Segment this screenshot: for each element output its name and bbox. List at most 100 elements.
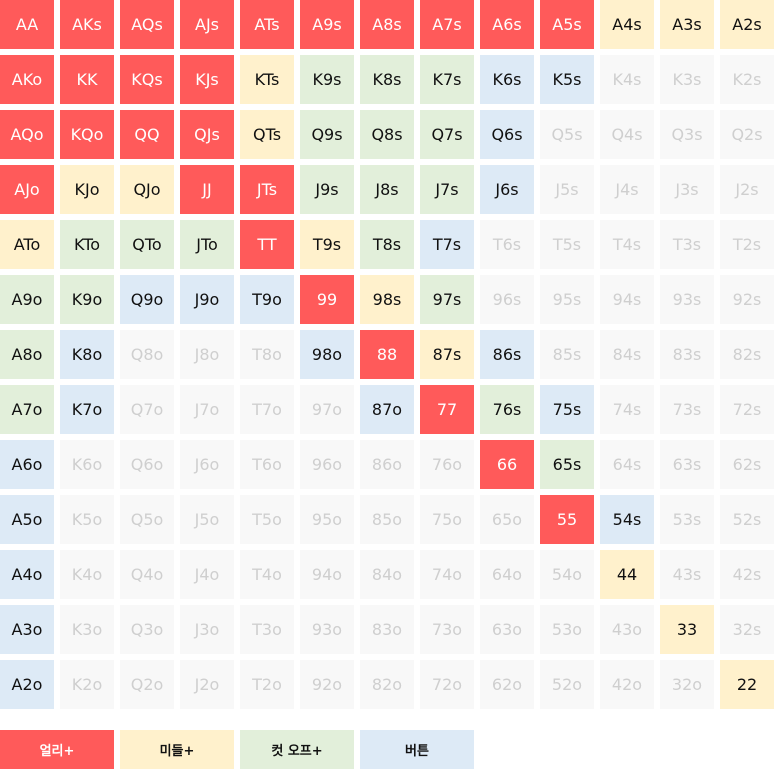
hand-cell[interactable]: 88	[360, 330, 414, 379]
hand-cell[interactable]: J7s	[420, 165, 474, 214]
hand-cell[interactable]: Q7o	[120, 385, 174, 434]
hand-cell[interactable]: T4s	[600, 220, 654, 269]
hand-cell[interactable]: TT	[240, 220, 294, 269]
hand-cell[interactable]: A4o	[0, 550, 54, 599]
hand-cell[interactable]: K8o	[60, 330, 114, 379]
hand-cell[interactable]: T2s	[720, 220, 774, 269]
hand-cell[interactable]: 52o	[540, 660, 594, 709]
hand-cell[interactable]: 98o	[300, 330, 354, 379]
hand-cell[interactable]: AKs	[60, 0, 114, 49]
hand-cell[interactable]: 43s	[660, 550, 714, 599]
hand-cell[interactable]: Q5s	[540, 110, 594, 159]
hand-cell[interactable]: 93o	[300, 605, 354, 654]
hand-cell[interactable]: T4o	[240, 550, 294, 599]
hand-cell[interactable]: K6o	[60, 440, 114, 489]
hand-cell[interactable]: 62s	[720, 440, 774, 489]
hand-cell[interactable]: A8s	[360, 0, 414, 49]
hand-cell[interactable]: K6s	[480, 55, 534, 104]
hand-cell[interactable]: 74o	[420, 550, 474, 599]
hand-cell[interactable]: 33	[660, 605, 714, 654]
hand-cell[interactable]: AQs	[120, 0, 174, 49]
hand-cell[interactable]: AJs	[180, 0, 234, 49]
hand-cell[interactable]: 97s	[420, 275, 474, 324]
hand-cell[interactable]: K3o	[60, 605, 114, 654]
hand-cell[interactable]: 65o	[480, 495, 534, 544]
hand-cell[interactable]: J6o	[180, 440, 234, 489]
hand-cell[interactable]: T9o	[240, 275, 294, 324]
hand-cell[interactable]: 95o	[300, 495, 354, 544]
hand-cell[interactable]: 96o	[300, 440, 354, 489]
hand-cell[interactable]: K3s	[660, 55, 714, 104]
hand-cell[interactable]: 84o	[360, 550, 414, 599]
hand-cell[interactable]: K7s	[420, 55, 474, 104]
hand-cell[interactable]: KQs	[120, 55, 174, 104]
hand-cell[interactable]: J9s	[300, 165, 354, 214]
hand-cell[interactable]: T3s	[660, 220, 714, 269]
hand-cell[interactable]: 54s	[600, 495, 654, 544]
hand-cell[interactable]: 55	[540, 495, 594, 544]
hand-cell[interactable]: 64s	[600, 440, 654, 489]
hand-cell[interactable]: ATs	[240, 0, 294, 49]
hand-cell[interactable]: J6s	[480, 165, 534, 214]
hand-cell[interactable]: 76s	[480, 385, 534, 434]
hand-cell[interactable]: A2o	[0, 660, 54, 709]
hand-cell[interactable]: 77	[420, 385, 474, 434]
hand-cell[interactable]: 53s	[660, 495, 714, 544]
hand-cell[interactable]: K2o	[60, 660, 114, 709]
hand-cell[interactable]: Q8o	[120, 330, 174, 379]
hand-cell[interactable]: T6s	[480, 220, 534, 269]
hand-cell[interactable]: 72o	[420, 660, 474, 709]
hand-cell[interactable]: Q9s	[300, 110, 354, 159]
hand-cell[interactable]: K2s	[720, 55, 774, 104]
hand-cell[interactable]: 82s	[720, 330, 774, 379]
hand-cell[interactable]: T2o	[240, 660, 294, 709]
hand-cell[interactable]: A9o	[0, 275, 54, 324]
hand-cell[interactable]: 75s	[540, 385, 594, 434]
hand-cell[interactable]: JTs	[240, 165, 294, 214]
hand-cell[interactable]: J3o	[180, 605, 234, 654]
hand-cell[interactable]: 72s	[720, 385, 774, 434]
hand-cell[interactable]: 22	[720, 660, 774, 709]
hand-cell[interactable]: 86s	[480, 330, 534, 379]
hand-cell[interactable]: KTo	[60, 220, 114, 269]
hand-cell[interactable]: Q5o	[120, 495, 174, 544]
hand-cell[interactable]: K5s	[540, 55, 594, 104]
hand-cell[interactable]: 87o	[360, 385, 414, 434]
hand-cell[interactable]: QQ	[120, 110, 174, 159]
hand-cell[interactable]: 85s	[540, 330, 594, 379]
hand-cell[interactable]: Q3s	[660, 110, 714, 159]
hand-cell[interactable]: 83o	[360, 605, 414, 654]
hand-cell[interactable]: J8o	[180, 330, 234, 379]
hand-cell[interactable]: Q9o	[120, 275, 174, 324]
hand-cell[interactable]: QJs	[180, 110, 234, 159]
hand-cell[interactable]: K4s	[600, 55, 654, 104]
hand-cell[interactable]: AA	[0, 0, 54, 49]
hand-cell[interactable]: 64o	[480, 550, 534, 599]
hand-cell[interactable]: AQo	[0, 110, 54, 159]
hand-cell[interactable]: T5s	[540, 220, 594, 269]
hand-cell[interactable]: T9s	[300, 220, 354, 269]
hand-cell[interactable]: 32s	[720, 605, 774, 654]
hand-cell[interactable]: 42o	[600, 660, 654, 709]
hand-cell[interactable]: 32o	[660, 660, 714, 709]
hand-cell[interactable]: 53o	[540, 605, 594, 654]
hand-cell[interactable]: Q4s	[600, 110, 654, 159]
hand-cell[interactable]: J9o	[180, 275, 234, 324]
hand-cell[interactable]: 43o	[600, 605, 654, 654]
hand-cell[interactable]: T7s	[420, 220, 474, 269]
hand-cell[interactable]: 87s	[420, 330, 474, 379]
hand-cell[interactable]: 93s	[660, 275, 714, 324]
hand-cell[interactable]: Q2o	[120, 660, 174, 709]
hand-cell[interactable]: A3o	[0, 605, 54, 654]
hand-cell[interactable]: A5o	[0, 495, 54, 544]
hand-cell[interactable]: 92s	[720, 275, 774, 324]
hand-cell[interactable]: K7o	[60, 385, 114, 434]
hand-cell[interactable]: ATo	[0, 220, 54, 269]
hand-cell[interactable]: A7o	[0, 385, 54, 434]
hand-cell[interactable]: KQo	[60, 110, 114, 159]
hand-cell[interactable]: A8o	[0, 330, 54, 379]
hand-cell[interactable]: Q2s	[720, 110, 774, 159]
hand-cell[interactable]: 63o	[480, 605, 534, 654]
hand-cell[interactable]: Q6s	[480, 110, 534, 159]
hand-cell[interactable]: 42s	[720, 550, 774, 599]
